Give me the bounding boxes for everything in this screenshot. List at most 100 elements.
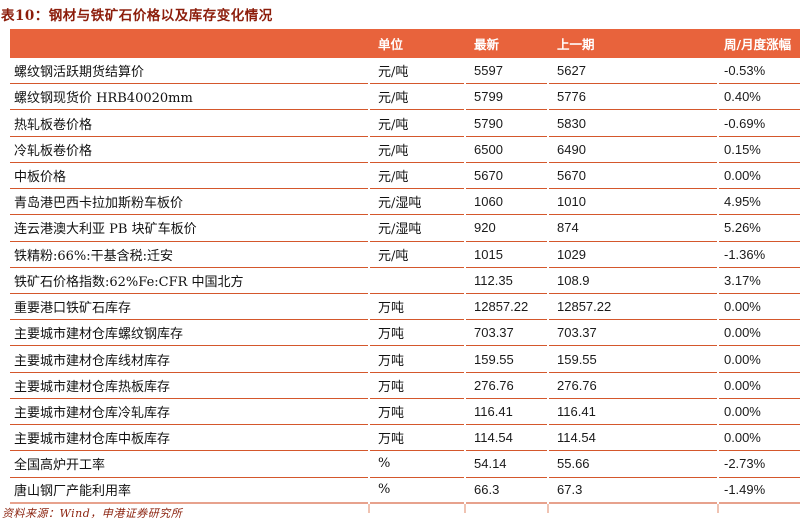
row-label: 重要港口铁矿石库存 [10,294,368,321]
row-latest-value: 116.41 [466,399,547,426]
row-unit: 元/吨 [370,137,464,163]
column-tick [547,503,549,513]
table-body: 螺纹钢活跃期货结算价 元/吨 5597 5627 -0.53% 螺纹钢现货价 H… [10,58,800,504]
row-change-value: 0.00% [719,425,800,452]
table-row: 主要城市建材仓库中板库存 万吨 114.54 114.54 0.00% [10,425,800,452]
table-row: 主要城市建材仓库热板库存 万吨 276.76 276.76 0.00% [10,373,800,399]
row-latest-value: 1015 [466,242,547,268]
row-previous-value: 6490 [549,137,717,163]
row-label: 冷轧板卷价格 [10,137,368,163]
table-row: 螺纹钢活跃期货结算价 元/吨 5597 5627 -0.53% [10,58,800,85]
row-change-value: 3.17% [719,268,800,294]
row-change-value: -1.49% [719,478,800,504]
row-label: 铁矿石价格指数:62%Fe:CFR 中国北方 [10,268,368,294]
header-cell-latest: 最新 [466,29,547,58]
row-label: 青岛港巴西卡拉加斯粉车板价 [10,189,368,216]
table-row: 螺纹钢现货价 HRB40020mm 元/吨 5799 5776 0.40% [10,84,800,111]
row-change-value: 0.00% [719,163,800,190]
row-change-value: -0.53% [719,58,800,85]
row-label: 热轧板卷价格 [10,110,368,137]
header-cell-indicator [10,29,368,58]
row-latest-value: 1060 [466,189,547,216]
header-cell-change: 周/月度涨幅 [719,29,800,58]
row-latest-value: 920 [466,215,547,242]
row-previous-value: 159.55 [549,346,717,373]
row-latest-value: 159.55 [466,346,547,373]
row-label: 主要城市建材仓库线材库存 [10,346,368,373]
row-latest-value: 5597 [466,58,547,85]
column-tick [368,503,370,513]
row-label: 主要城市建材仓库热板库存 [10,373,368,399]
row-label: 唐山钢厂产能利用率 [10,478,368,504]
row-unit: 元/湿吨 [370,189,464,216]
column-tick [464,503,466,513]
row-change-value: 0.40% [719,84,800,111]
table-row: 热轧板卷价格 元/吨 5790 5830 -0.69% [10,110,800,137]
row-latest-value: 6500 [466,137,547,163]
table-row: 铁精粉:66%:干基含税:迁安 元/吨 1015 1029 -1.36% [10,242,800,268]
row-label: 铁精粉:66%:干基含税:迁安 [10,242,368,268]
row-unit: 万吨 [370,425,464,452]
row-unit: % [370,451,464,478]
row-previous-value: 1010 [549,189,717,216]
row-unit: 元/吨 [370,110,464,137]
row-label: 主要城市建材仓库中板库存 [10,425,368,452]
row-unit: 万吨 [370,320,464,347]
table-row: 冷轧板卷价格 元/吨 6500 6490 0.15% [10,137,800,163]
table-row: 中板价格 元/吨 5670 5670 0.00% [10,163,800,190]
row-latest-value: 54.14 [466,451,547,478]
row-latest-value: 276.76 [466,373,547,399]
row-previous-value: 5627 [549,58,717,85]
row-previous-value: 703.37 [549,320,717,347]
row-unit: 万吨 [370,346,464,373]
table-row: 主要城市建材仓库冷轧库存 万吨 116.41 116.41 0.00% [10,399,800,426]
row-unit: 万吨 [370,399,464,426]
row-label: 中板价格 [10,163,368,190]
table-row: 唐山钢厂产能利用率 % 66.3 67.3 -1.49% [10,478,800,504]
row-change-value: 0.00% [719,320,800,347]
row-previous-value: 5830 [549,110,717,137]
row-latest-value: 12857.22 [466,294,547,321]
row-change-value: 0.00% [719,294,800,321]
row-previous-value: 5776 [549,84,717,111]
row-previous-value: 55.66 [549,451,717,478]
row-unit [370,268,464,294]
row-unit: 元/吨 [370,163,464,190]
table-row: 全国高炉开工率 % 54.14 55.66 -2.73% [10,451,800,478]
row-latest-value: 703.37 [466,320,547,347]
table-row: 主要城市建材仓库螺纹钢库存 万吨 703.37 703.37 0.00% [10,320,800,347]
row-unit: 元/吨 [370,242,464,268]
row-previous-value: 1029 [549,242,717,268]
row-label: 主要城市建材仓库冷轧库存 [10,399,368,426]
row-previous-value: 114.54 [549,425,717,452]
row-unit: 万吨 [370,294,464,321]
row-previous-value: 108.9 [549,268,717,294]
row-latest-value: 5670 [466,163,547,190]
row-label: 螺纹钢活跃期货结算价 [10,58,368,85]
header-cell-previous: 上一期 [549,29,717,58]
row-latest-value: 112.35 [466,268,547,294]
table-row: 连云港澳大利亚 PB 块矿车板价 元/湿吨 920 874 5.26% [10,215,800,242]
row-previous-value: 67.3 [549,478,717,504]
row-unit: 元/湿吨 [370,215,464,242]
table-title: 表10：钢材与铁矿石价格以及库存变化情况 [1,8,273,24]
row-label: 螺纹钢现货价 HRB40020mm [10,84,368,111]
table-row: 重要港口铁矿石库存 万吨 12857.22 12857.22 0.00% [10,294,800,321]
row-label: 连云港澳大利亚 PB 块矿车板价 [10,215,368,242]
row-change-value: 0.00% [719,373,800,399]
row-latest-value: 66.3 [466,478,547,504]
row-previous-value: 276.76 [549,373,717,399]
row-label: 全国高炉开工率 [10,451,368,478]
table-row: 铁矿石价格指数:62%Fe:CFR 中国北方 112.35 108.9 3.17… [10,268,800,294]
row-change-value: -0.69% [719,110,800,137]
row-previous-value: 116.41 [549,399,717,426]
row-change-value: 0.00% [719,399,800,426]
table-row: 主要城市建材仓库线材库存 万吨 159.55 159.55 0.00% [10,346,800,373]
row-change-value: 5.26% [719,215,800,242]
row-previous-value: 874 [549,215,717,242]
column-ticks [10,503,800,513]
row-previous-value: 5670 [549,163,717,190]
row-change-value: 0.00% [719,346,800,373]
table-header-row: 单位 最新 上一期 周/月度涨幅 [10,29,800,58]
